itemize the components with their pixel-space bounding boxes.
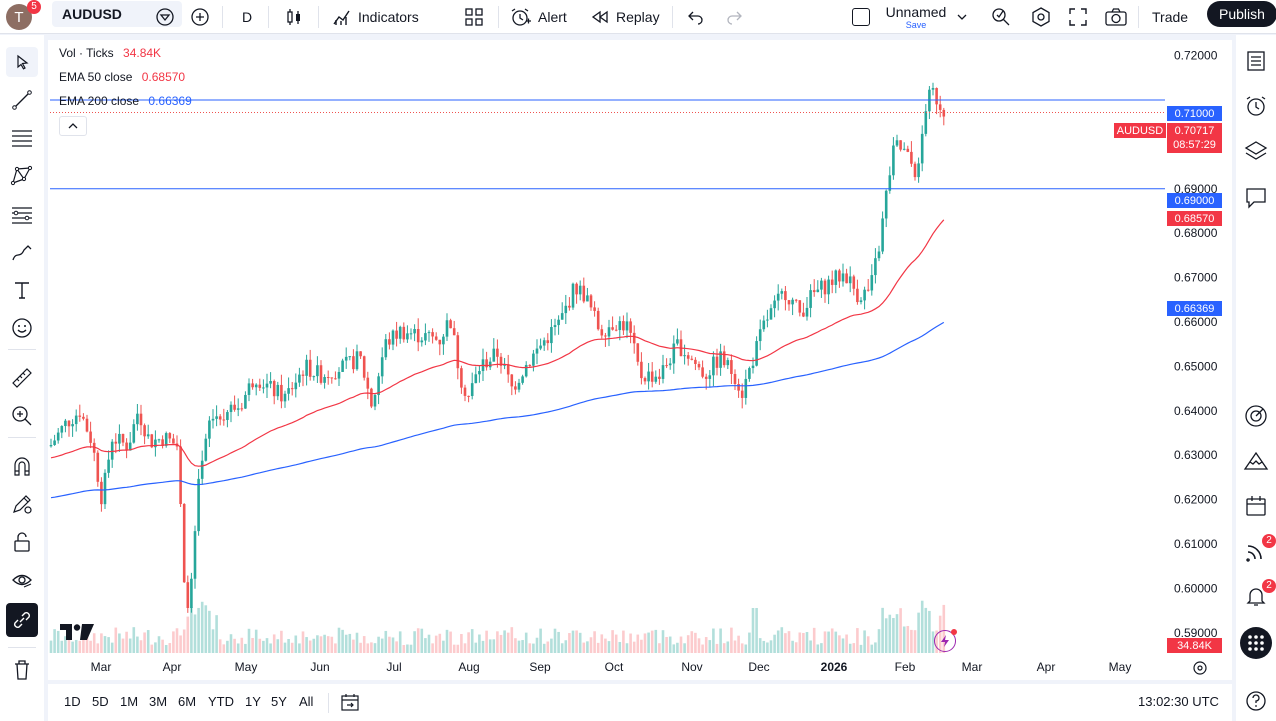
lower-line-tag: 0.69000 <box>1167 193 1222 208</box>
lock-icon[interactable] <box>6 527 38 557</box>
publish-button[interactable]: Publish <box>1207 1 1276 27</box>
tradingview-logo[interactable] <box>60 624 94 645</box>
range-ytd[interactable]: YTD <box>208 694 234 709</box>
range-1m[interactable]: 1M <box>120 694 139 709</box>
ema200-legend[interactable]: EMA 200 close 0.66369 <box>59 94 192 108</box>
draw-mode-icon[interactable] <box>6 489 38 519</box>
bottom-toolbar: 1D 5D 1M 3M 6M YTD 1Y 5Y All 13:02:30 UT… <box>48 684 1232 721</box>
undo-icon[interactable] <box>686 0 706 34</box>
alerts-badge: 2 <box>1262 579 1276 593</box>
ema50-legend-label: EMA 50 close <box>59 70 133 84</box>
ema50-legend[interactable]: EMA 50 close 0.68570 <box>59 70 185 84</box>
volume-legend[interactable]: Vol · Ticks 34.84K <box>59 46 161 60</box>
trade-button[interactable]: Trade <box>1152 9 1189 25</box>
zoom-in-icon[interactable] <box>6 401 38 431</box>
fullscreen-icon[interactable] <box>1068 0 1088 34</box>
notification-badge: 5 <box>27 0 41 14</box>
chart-pane[interactable] <box>48 40 1232 680</box>
drawing-toolbar <box>0 35 44 721</box>
layout-name-button[interactable]: Unnamed Save <box>884 0 948 34</box>
watchlist-icon[interactable] <box>1240 45 1272 77</box>
range-5y[interactable]: 5Y <box>271 694 287 709</box>
templates-icon[interactable] <box>464 0 484 34</box>
layout-checkbox-icon[interactable] <box>852 0 870 34</box>
ema50-legend-value: 0.68570 <box>141 70 186 84</box>
quick-search-icon[interactable] <box>990 0 1012 34</box>
widget-bar: 2 2 <box>1236 35 1276 721</box>
indicators-icon <box>333 10 350 25</box>
horizontal-lines-icon[interactable] <box>6 123 38 153</box>
help-icon[interactable] <box>1240 685 1272 717</box>
goto-date-icon[interactable] <box>340 692 360 715</box>
volume-legend-value: 34.84K <box>123 46 162 60</box>
settings-gear-icon[interactable] <box>1030 0 1052 34</box>
pine-mountain-icon[interactable] <box>1240 445 1272 477</box>
calendar-icon[interactable] <box>1240 490 1272 522</box>
upper-line-tag: 0.71000 <box>1167 106 1222 121</box>
symbol-price-tag: AUDUSD <box>1114 123 1166 138</box>
interval-button[interactable]: D <box>242 9 253 25</box>
time-axis-settings-icon[interactable] <box>1192 660 1208 681</box>
range-5d[interactable]: 5D <box>92 694 109 709</box>
ema200-legend-value: 0.66369 <box>148 94 192 108</box>
fib-tools-icon[interactable] <box>6 199 38 229</box>
symbol-search[interactable]: AUDUSD <box>52 1 182 27</box>
rewind-icon <box>591 10 608 24</box>
clock-utc[interactable]: 13:02:30 UTC <box>1138 694 1219 709</box>
flash-icon[interactable] <box>934 629 957 652</box>
last-price: 0.70717 <box>1174 125 1215 137</box>
emoji-icon[interactable] <box>6 313 38 343</box>
layers-icon[interactable] <box>1240 135 1272 167</box>
ideas-badge: 2 <box>1262 534 1276 548</box>
layout-name: Unnamed <box>885 3 947 20</box>
range-6m[interactable]: 6M <box>178 694 197 709</box>
magnet-icon[interactable] <box>6 451 38 481</box>
range-3m[interactable]: 3M <box>149 694 168 709</box>
text-tool-icon[interactable] <box>6 275 38 305</box>
link-icon[interactable] <box>6 603 38 637</box>
hotlist-target-icon[interactable] <box>1240 400 1272 432</box>
camera-icon[interactable] <box>1104 0 1128 34</box>
trend-line-icon[interactable] <box>6 85 38 115</box>
replay-button[interactable]: Replay <box>590 0 660 34</box>
alert-label: Alert <box>538 9 567 25</box>
volume-price-tag: 34.84K <box>1167 638 1222 653</box>
trash-icon[interactable] <box>6 655 38 685</box>
brush-icon[interactable] <box>6 237 38 267</box>
alarm-clock-icon <box>511 8 531 26</box>
range-all[interactable]: All <box>299 694 314 709</box>
pattern-icon[interactable] <box>6 161 38 191</box>
chevron-up-icon <box>68 123 78 129</box>
range-1d[interactable]: 1D <box>64 694 81 709</box>
ema200-legend-label: EMA 200 close <box>59 94 140 108</box>
notifications-bell-icon[interactable] <box>1240 580 1272 612</box>
indicators-label: Indicators <box>358 9 419 25</box>
alert-button[interactable]: Alert <box>510 0 567 34</box>
replay-label: Replay <box>616 9 660 25</box>
layout-save-label: Save <box>905 19 927 30</box>
collapse-legend-button[interactable] <box>59 116 87 136</box>
alarm-clock-icon[interactable] <box>1240 90 1272 122</box>
chat-icon[interactable] <box>1240 182 1272 214</box>
eye-icon[interactable] <box>6 565 38 595</box>
ruler-icon[interactable] <box>6 363 38 393</box>
add-symbol-icon[interactable] <box>190 0 210 34</box>
ideas-stream-icon[interactable] <box>1240 535 1272 567</box>
compare-icon[interactable] <box>155 0 175 34</box>
last-price-tag: 0.70717 08:57:29 <box>1167 123 1222 153</box>
volume-legend-label: Vol · Ticks <box>59 46 114 60</box>
range-1y[interactable]: 1Y <box>245 694 261 709</box>
redo-icon[interactable] <box>724 0 744 34</box>
ema50-price-tag: 0.68570 <box>1167 211 1222 226</box>
chevron-down-icon[interactable] <box>955 0 969 34</box>
cursor-icon[interactable] <box>6 47 38 77</box>
ema200-price-tag: 0.66369 <box>1167 301 1222 316</box>
apps-grid-icon[interactable] <box>1240 627 1272 659</box>
symbol-name: AUDUSD <box>62 6 122 22</box>
indicators-button[interactable]: Indicators <box>332 0 419 34</box>
top-toolbar: T 5 AUDUSD D Indicators Alert Replay <box>0 0 1276 34</box>
bar-countdown: 08:57:29 <box>1173 139 1216 151</box>
candle-style-icon[interactable] <box>285 0 303 34</box>
